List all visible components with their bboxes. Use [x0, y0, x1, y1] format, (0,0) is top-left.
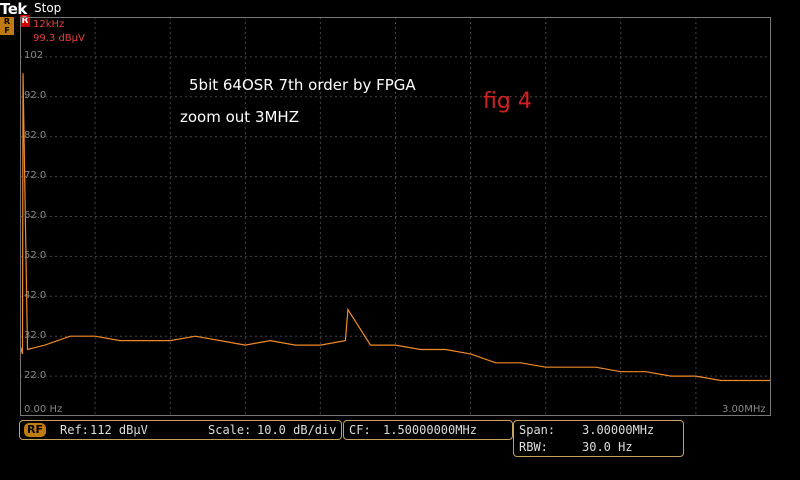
marker-amplitude: 99.3 dBµV [33, 33, 85, 44]
y-tick-label: 72.0 [24, 170, 47, 181]
run-state-indicator[interactable]: Stop [34, 1, 62, 15]
y-tick-label: 42.0 [24, 290, 47, 301]
x-stop-label: 3.00MHz [722, 404, 766, 415]
y-tick-label: 52.0 [24, 250, 47, 261]
cf-value[interactable]: 1.50000000MHz [383, 423, 477, 437]
scale-label: Scale: [208, 423, 252, 437]
figure-label: fig 4 [483, 89, 532, 114]
ref-value[interactable]: 112 dBµV [90, 423, 148, 437]
span-rbw-panel[interactable]: Span: 3.00000MHz RBW: 30.0 Hz [513, 420, 684, 457]
scale-value[interactable]: 10.0 dB/div [257, 423, 337, 437]
center-frequency-panel[interactable]: CF: 1.50000000MHz [343, 420, 513, 440]
spectrum-trace [20, 73, 771, 382]
graticule-grid [20, 17, 771, 416]
cf-label: CF: [349, 423, 371, 437]
span-value[interactable]: 3.00000MHz [582, 423, 655, 437]
marker-frequency: 12kHz [33, 19, 65, 30]
ref-label: Ref: [60, 423, 89, 437]
reference-marker[interactable]: R [20, 15, 30, 27]
y-tick-label: 102 [24, 50, 44, 61]
rbw-value[interactable]: 30.0 Hz [582, 440, 633, 454]
span-label: Span: [519, 423, 556, 437]
annotation-title: 5bit 64OSR 7th order by FPGA [189, 76, 416, 94]
reference-settings-panel[interactable]: RF Ref: 112 dBµV Scale: 10.0 dB/div [19, 420, 342, 440]
rf-badge: RF [24, 423, 46, 437]
x-start-label: 0.00 Hz [24, 404, 63, 415]
y-tick-label: 32.0 [24, 330, 47, 341]
annotation-subtitle: zoom out 3MHZ [180, 108, 299, 126]
rbw-label: RBW: [519, 440, 548, 454]
display-border [20, 17, 771, 416]
brand-logo: Tek [0, 0, 27, 18]
y-tick-label: 82.0 [24, 130, 47, 141]
spectrum-display[interactable] [20, 17, 771, 416]
y-tick-label: 22.0 [24, 370, 47, 381]
y-tick-label: 62.0 [24, 210, 47, 221]
y-tick-label: 92.0 [24, 90, 47, 101]
